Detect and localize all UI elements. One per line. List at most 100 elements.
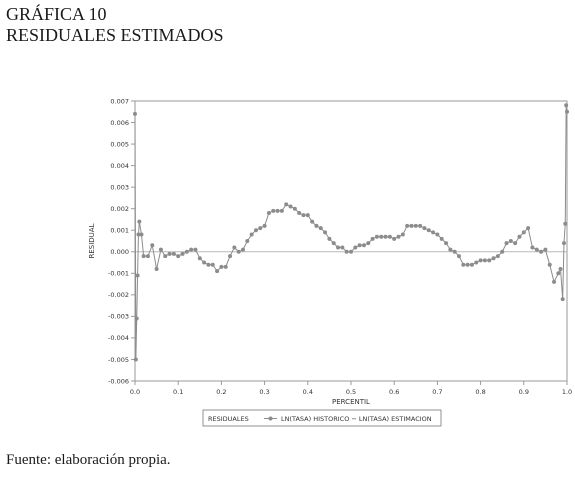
data-point — [482, 258, 487, 263]
data-point — [469, 262, 474, 267]
data-point — [478, 258, 483, 263]
data-point — [383, 234, 388, 239]
data-point — [134, 316, 139, 321]
data-point — [323, 230, 328, 235]
data-point — [271, 208, 276, 213]
data-point — [223, 264, 228, 269]
data-point — [336, 245, 341, 250]
data-point — [262, 223, 267, 228]
data-point — [357, 243, 362, 248]
data-point — [426, 228, 431, 233]
data-point — [413, 223, 418, 228]
x-tick-label: 0.8 — [475, 388, 485, 396]
y-tick-label: 0.003 — [110, 183, 129, 191]
y-tick-label: 0.001 — [110, 227, 129, 235]
data-point — [301, 213, 306, 218]
data-point — [444, 241, 449, 246]
data-point — [219, 264, 224, 269]
data-point — [558, 267, 563, 271]
y-axis-ticks: 0.007 0.006 0.005 0.004 0.003 0.002 0.001 0.000… — [108, 97, 135, 385]
data-point — [163, 254, 168, 259]
data-point — [331, 241, 336, 246]
data-point — [439, 236, 444, 241]
data-point — [547, 262, 552, 267]
legend-box — [202, 409, 442, 427]
source-note: Fuente: elaboración propia. — [6, 452, 171, 468]
data-point — [474, 260, 479, 265]
data-point — [249, 232, 254, 237]
residuals-chart: 0.007 0.006 0.005 0.004 0.003 0.002 0.001 0.000… — [88, 97, 572, 427]
data-point — [180, 251, 185, 256]
data-point — [266, 211, 271, 215]
data-point — [314, 223, 319, 228]
data-point — [258, 226, 263, 231]
data-point — [374, 234, 379, 239]
data-point — [297, 211, 302, 215]
data-point — [245, 239, 250, 243]
x-tick-label: 0.7 — [432, 388, 442, 396]
data-point — [517, 234, 522, 239]
data-point — [136, 232, 141, 237]
data-point — [154, 267, 159, 271]
data-point — [340, 245, 345, 250]
y-tick-label: -0.001 — [108, 270, 129, 278]
data-point — [561, 241, 566, 246]
y-tick-label: 0.006 — [110, 119, 129, 127]
data-point — [284, 202, 289, 207]
data-point — [495, 254, 500, 259]
data-point — [241, 247, 245, 252]
data-point — [215, 269, 220, 274]
x-tick-label: 0.3 — [259, 388, 269, 396]
data-point — [418, 223, 423, 228]
x-tick-label: 0.1 — [173, 388, 183, 396]
data-point — [491, 256, 496, 261]
y-tick-label: -0.003 — [108, 313, 129, 321]
data-point — [158, 247, 163, 252]
data-point — [370, 236, 375, 241]
data-point — [422, 226, 427, 231]
data-point — [556, 271, 561, 276]
data-point — [361, 243, 366, 248]
chart-container: 0.007 0.006 0.005 0.004 0.003 0.002 0.001 0.000… — [80, 90, 575, 435]
data-point — [457, 254, 461, 259]
legend: RESIDUALES LN(TASA) HISTORICO − LN(TASA)… — [202, 409, 442, 427]
data-point — [167, 251, 172, 256]
data-point — [327, 236, 332, 241]
data-point — [564, 103, 569, 108]
x-tick-label: 0.0 — [130, 388, 140, 396]
y-tick-label: 0.005 — [110, 140, 129, 148]
data-point — [193, 247, 198, 252]
y-axis-label: RESIDUAL — [88, 223, 96, 258]
x-tick-label: 0.4 — [303, 388, 313, 396]
data-point — [461, 262, 466, 267]
x-tick-label: 1.0 — [562, 388, 572, 396]
data-point — [292, 206, 297, 211]
data-point — [135, 273, 140, 278]
data-point — [253, 228, 258, 233]
data-point — [133, 111, 137, 116]
plot-frame — [134, 100, 568, 382]
y-tick-label: 0.004 — [110, 162, 129, 170]
data-point — [560, 297, 565, 302]
residual-series-points — [133, 103, 569, 362]
legend-entry-label: LN(TASA) HISTORICO − LN(TASA) ESTIMACION — [281, 415, 432, 423]
y-tick-label: 0.002 — [110, 205, 129, 213]
y-tick-label: -0.004 — [108, 334, 129, 342]
figure-title: RESIDUALES ESTIMADOS — [6, 25, 224, 45]
data-point — [202, 260, 207, 265]
x-tick-label: 0.9 — [519, 388, 529, 396]
y-tick-label: 0.007 — [110, 97, 129, 105]
data-point — [344, 249, 349, 254]
data-point — [539, 249, 544, 254]
data-point — [141, 254, 146, 259]
data-point — [487, 258, 492, 263]
data-point — [236, 249, 241, 254]
data-point — [353, 245, 358, 250]
data-point — [137, 219, 142, 224]
data-point — [275, 208, 280, 213]
data-point — [133, 357, 138, 362]
data-point — [396, 234, 401, 239]
data-point — [563, 221, 568, 226]
data-point — [504, 241, 509, 246]
data-point — [405, 223, 410, 228]
